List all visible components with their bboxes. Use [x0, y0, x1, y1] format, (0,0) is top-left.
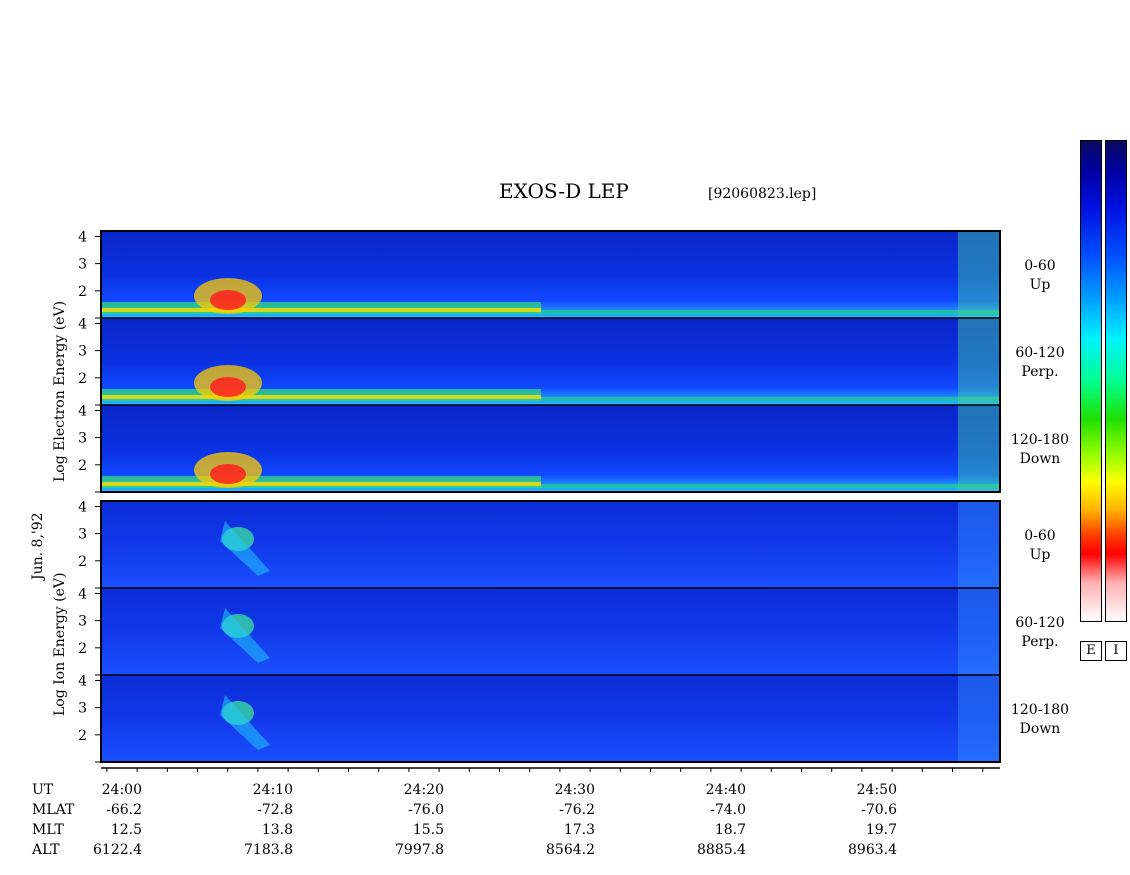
panel-4-edge-event	[958, 501, 1000, 588]
electron-axis-label: Log Electron Energy (eV)	[52, 300, 68, 482]
panel-5-ytick-label-2: 2	[78, 641, 87, 657]
ion-frame	[100, 500, 1001, 763]
panel-4-direction-label: Up	[1030, 547, 1051, 563]
panel-4-ytick-label-4: 4	[78, 499, 87, 515]
ion-colorbar-label: I	[1105, 641, 1127, 661]
panel-4-ytick-label-3: 3	[78, 527, 87, 543]
panel-1-direction-label: Up	[1030, 277, 1051, 293]
panel-4-dispersion-tail	[220, 521, 270, 576]
ephemeris-row-label-mlat: MLAT	[32, 802, 75, 818]
panel-2-burst-core	[210, 377, 246, 397]
panel-1-pitch-label: 0-60	[1024, 258, 1055, 274]
panel-5-ytick-label-4: 4	[78, 586, 87, 602]
panel-4-ytick-label-2: 2	[78, 554, 87, 570]
panel-6-ytick-label-2: 2	[78, 728, 87, 744]
panel-5-direction-label: Perp.	[1021, 634, 1058, 650]
panel-2-pitch-label: 60-120	[1015, 345, 1064, 361]
ephemeris-mlat-5: -74.0	[710, 802, 746, 818]
ephemeris-mlat-4: -76.2	[559, 802, 595, 818]
ephemeris-ut-6: 24:50	[857, 782, 897, 798]
ephemeris-alt-6: 8963.4	[848, 842, 897, 858]
panel-5-dispersion-tail	[220, 608, 270, 663]
panel-2-ytick-label-2: 2	[78, 371, 87, 387]
panel-3-ytick-label-3: 3	[78, 431, 87, 447]
ephemeris-row-label-alt: ALT	[31, 842, 60, 858]
panel-3-core-band	[101, 482, 541, 486]
ephemeris-alt-1: 6122.4	[93, 842, 142, 858]
panel-3-ytick-label-4: 4	[78, 403, 87, 419]
panel-6-pitch-label: 120-180	[1011, 702, 1069, 718]
panel-1-ytick-label-4: 4	[78, 229, 87, 245]
panel-6-ytick-label-4: 4	[78, 673, 87, 689]
ephemeris-alt-3: 7997.8	[395, 842, 444, 858]
panel-1-ytick-label-3: 3	[78, 257, 87, 273]
ephemeris-alt-5: 8885.4	[697, 842, 746, 858]
ephemeris-mlt-1: 12.5	[111, 822, 142, 838]
panel-1-core-band	[101, 308, 541, 312]
panel-2-tail-band	[541, 397, 1000, 401]
ephemeris-ut-2: 24:10	[253, 782, 293, 798]
panel-6-dispersion-tail	[220, 695, 270, 750]
panel-1-burst-core	[210, 290, 246, 310]
ephemeris-mlt-2: 13.8	[262, 822, 293, 838]
panel-1-edge-event	[958, 231, 1000, 318]
panel-2-ytick-label-3: 3	[78, 344, 87, 360]
ephemeris-mlt-4: 17.3	[564, 822, 595, 838]
ion-axis-label: Log Ion Energy (eV)	[52, 572, 68, 716]
ephemeris-alt-4: 8564.2	[546, 842, 595, 858]
panel-3-direction-label: Down	[1020, 451, 1061, 467]
panel-2-edge-event	[958, 318, 1000, 405]
panel-3-ytick-label-2: 2	[78, 458, 87, 474]
panel-2-core-band	[101, 395, 541, 399]
ephemeris-mlt-5: 18.7	[715, 822, 746, 838]
electron-colorbar	[1080, 140, 1102, 622]
ephemeris-mlt-6: 19.7	[866, 822, 897, 838]
panel-2-ytick-label-4: 4	[78, 316, 87, 332]
panel-2-direction-label: Perp.	[1021, 364, 1058, 380]
ephemeris-row-label-ut: UT	[32, 782, 54, 798]
panel-5-ytick-label-3: 3	[78, 614, 87, 630]
ephemeris-ut-3: 24:20	[404, 782, 444, 798]
ion-colorbar	[1105, 140, 1127, 622]
chart-title: EXOS-D LEP	[499, 179, 629, 203]
ephemeris-ut-4: 24:30	[555, 782, 595, 798]
panel-6-ytick-label-3: 3	[78, 701, 87, 717]
panel-3-pitch-label: 120-180	[1011, 432, 1069, 448]
ephemeris-mlt-3: 15.5	[413, 822, 444, 838]
date-label: Jun. 8,'92	[30, 512, 46, 580]
ephemeris-mlat-1: -66.2	[106, 802, 142, 818]
panel-4-pitch-label: 0-60	[1024, 528, 1055, 544]
ephemeris-row-label-mlt: MLT	[32, 822, 64, 838]
panel-5-edge-event	[958, 588, 1000, 675]
panel-3-edge-event	[958, 405, 1000, 492]
electron-colorbar-label: E	[1080, 641, 1102, 661]
ephemeris-mlat-3: -76.0	[408, 802, 444, 818]
ephemeris-mlat-6: -70.6	[861, 802, 897, 818]
panel-6-edge-event	[958, 675, 1000, 762]
file-name: [92060823.lep]	[708, 186, 817, 202]
panel-1-ytick-label-2: 2	[78, 284, 87, 300]
ephemeris-ut-1: 24:00	[102, 782, 142, 798]
panel-6-direction-label: Down	[1020, 721, 1061, 737]
ephemeris-mlat-2: -72.8	[257, 802, 293, 818]
panel-1-tail-band	[541, 310, 1000, 314]
ephemeris-ut-5: 24:40	[706, 782, 746, 798]
panel-3-burst-core	[210, 464, 246, 484]
panel-3-tail-band	[541, 484, 1000, 488]
panel-5-pitch-label: 60-120	[1015, 615, 1064, 631]
ephemeris-alt-2: 7183.8	[244, 842, 293, 858]
electron-frame	[100, 230, 1001, 493]
